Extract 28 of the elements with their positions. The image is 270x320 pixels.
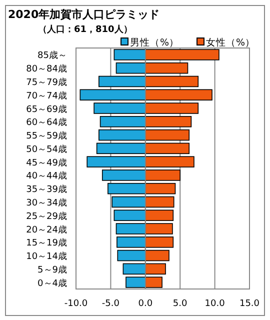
x-tick-label: -10.0 — [64, 299, 88, 309]
y-tick-label: 85歳～ — [38, 50, 67, 62]
y-tick-label: 40～44歳 — [26, 170, 67, 182]
y-tick-label: 50～54歳 — [26, 144, 67, 155]
y-tick-label: 5～9歳 — [38, 264, 67, 276]
chart-title: 2020年加賀市人口ピラミッド — [8, 8, 160, 21]
y-tick-label: 35～39歳 — [26, 184, 67, 196]
x-tick-label: 15.0 — [239, 299, 260, 309]
legend-label: 女性（%） — [206, 36, 256, 48]
y-tick-label: 30～34歳 — [26, 197, 67, 208]
y-tick-label: 65～69歳 — [26, 104, 67, 115]
y-tick-label: 70～74歳 — [26, 90, 67, 102]
legend-label: 男性（%） — [130, 36, 180, 48]
y-tick-label: 15～19歳 — [26, 238, 67, 249]
y-tick-label: 0～4歳 — [38, 278, 67, 289]
y-tick-label: 25～29歳 — [26, 210, 67, 222]
chart-subtitle: （人口：61，810人） — [38, 24, 132, 35]
x-tick-label: 0.0 — [138, 299, 153, 309]
y-tick-label: 20～24歳 — [26, 224, 67, 236]
y-tick-label: 75～79歳 — [26, 76, 67, 88]
y-tick-label: 55～59歳 — [26, 130, 67, 142]
x-tick-label: -5.0 — [102, 299, 120, 309]
y-tick-label: 80～84歳 — [26, 64, 67, 75]
y-tick-label: 60～64歳 — [26, 117, 67, 128]
x-tick-label: 10.0 — [204, 299, 226, 309]
y-tick-label: 10～14歳 — [26, 251, 67, 262]
y-tick-label: 45～49歳 — [26, 157, 67, 168]
x-tick-label: 5.0 — [172, 299, 188, 309]
